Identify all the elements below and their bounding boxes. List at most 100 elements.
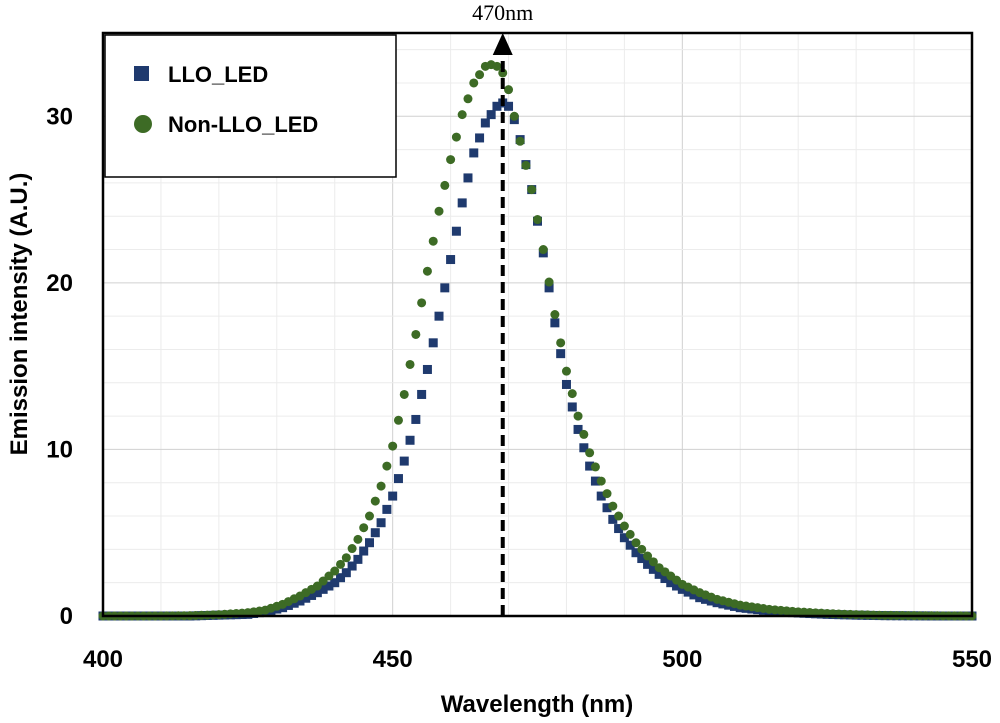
data-point-llo — [341, 568, 351, 578]
data-point-llo — [388, 491, 398, 501]
data-point-non-llo — [579, 429, 589, 439]
data-point-non-llo — [457, 110, 467, 120]
data-point-llo — [556, 349, 566, 359]
data-point-llo — [411, 414, 421, 424]
data-point-llo — [614, 524, 624, 534]
data-point-non-llo — [422, 266, 432, 276]
data-point-non-llo — [643, 551, 653, 561]
legend: LLO_LED Non-LLO_LED — [104, 34, 397, 178]
data-point-llo — [422, 364, 432, 374]
data-point-llo — [492, 101, 502, 111]
data-point-llo — [359, 546, 369, 556]
data-point-llo — [683, 587, 693, 597]
data-point-non-llo — [475, 70, 485, 80]
data-point-non-llo — [382, 461, 392, 471]
y-axis-title: Emission intensity (A.U.) — [6, 173, 33, 456]
data-point-llo — [475, 133, 485, 143]
data-point-llo — [625, 540, 635, 550]
data-point-llo — [544, 283, 554, 293]
data-point-non-llo — [625, 529, 635, 539]
data-point-non-llo — [498, 68, 508, 78]
data-point-non-llo — [434, 206, 444, 216]
data-point-non-llo — [544, 277, 554, 287]
data-point-llo — [608, 514, 618, 524]
data-point-llo — [573, 424, 583, 434]
data-point-llo — [428, 338, 438, 348]
data-point-non-llo — [573, 411, 583, 421]
data-point-non-llo — [428, 236, 438, 246]
data-point-llo — [695, 593, 705, 603]
data-point-llo — [417, 389, 427, 399]
data-point-llo — [353, 554, 363, 564]
legend-label-llo: LLO_LED — [168, 62, 268, 87]
data-point-llo — [631, 548, 641, 558]
data-point-llo — [399, 456, 409, 466]
data-point-non-llo — [538, 245, 548, 255]
data-point-non-llo — [561, 366, 571, 376]
data-point-non-llo — [446, 155, 456, 165]
legend-circle-marker-icon — [134, 115, 152, 133]
data-point-llo — [654, 569, 664, 579]
data-point-llo — [376, 518, 386, 528]
data-point-non-llo — [399, 389, 409, 399]
data-point-llo — [318, 584, 328, 594]
data-point-non-llo — [590, 462, 600, 472]
data-point-non-llo — [451, 132, 461, 142]
data-point-non-llo — [330, 566, 340, 576]
legend-label-non-llo: Non-LLO_LED — [168, 112, 318, 137]
data-point-non-llo — [527, 185, 537, 195]
data-point-non-llo — [364, 511, 374, 521]
data-point-non-llo — [504, 85, 514, 95]
data-point-non-llo — [393, 415, 403, 425]
data-point-non-llo — [341, 553, 351, 563]
data-point-llo — [324, 581, 334, 591]
data-point-non-llo — [347, 544, 357, 554]
data-point-llo — [463, 173, 473, 183]
data-point-non-llo — [492, 61, 502, 71]
data-point-llo — [486, 110, 496, 120]
data-point-non-llo — [376, 481, 386, 491]
data-point-non-llo — [596, 476, 606, 486]
data-point-llo — [434, 311, 444, 321]
data-point-llo — [602, 503, 612, 513]
legend-square-marker-icon — [134, 66, 149, 81]
data-point-non-llo — [417, 298, 427, 308]
data-point-llo — [405, 435, 415, 445]
data-point-llo — [590, 476, 600, 486]
data-point-llo — [364, 538, 374, 548]
data-point-llo — [382, 504, 392, 514]
data-point-non-llo — [521, 160, 531, 170]
legend-box — [104, 34, 397, 178]
data-point-llo — [550, 318, 560, 328]
x-axis-title: Wavelength (nm) — [441, 691, 633, 718]
data-point-llo — [440, 283, 450, 293]
peak-label: 470nm — [472, 0, 533, 25]
data-point-non-llo — [567, 389, 577, 399]
data-point-non-llo — [336, 559, 346, 569]
data-point-llo — [677, 584, 687, 594]
data-point-llo — [648, 564, 658, 574]
data-point-non-llo — [388, 441, 398, 451]
data-point-llo — [660, 574, 670, 584]
data-point-non-llo — [585, 448, 595, 458]
data-point-llo — [469, 148, 479, 158]
grid-lines — [103, 33, 972, 616]
data-point-non-llo — [463, 94, 473, 104]
data-point-llo — [330, 578, 340, 588]
data-point-non-llo — [353, 534, 363, 544]
data-point-llo — [666, 578, 676, 588]
data-point-non-llo — [631, 538, 641, 548]
data-point-llo — [504, 101, 514, 111]
data-point-llo — [457, 198, 467, 208]
data-point-non-llo — [637, 544, 647, 554]
data-point-non-llo — [533, 215, 542, 225]
data-point-non-llo — [608, 501, 618, 511]
plot-frame — [101, 31, 974, 618]
data-point-llo — [637, 554, 647, 564]
data-point-llo — [567, 402, 577, 412]
data-point-llo — [446, 255, 456, 265]
y-tick-label: 30 — [46, 103, 73, 130]
data-point-non-llo — [469, 78, 479, 88]
x-tick-label: 400 — [83, 646, 123, 673]
data-point-non-llo — [515, 136, 525, 146]
